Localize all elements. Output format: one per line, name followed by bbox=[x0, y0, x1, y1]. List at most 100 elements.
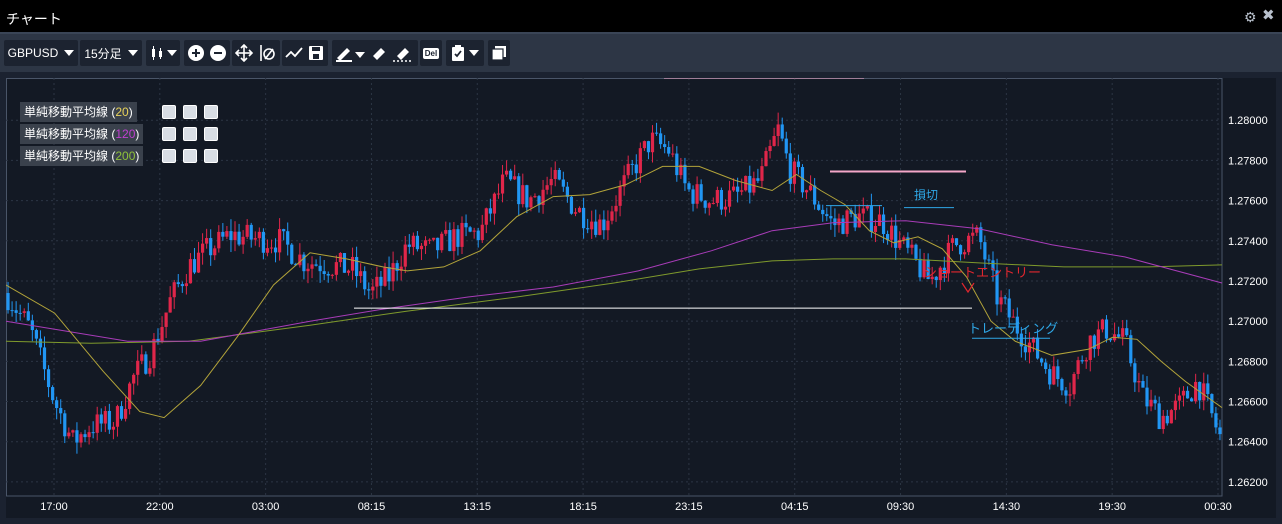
candle-body bbox=[784, 138, 788, 154]
timeframe-select[interactable]: 15分足 bbox=[80, 40, 142, 66]
move-icon[interactable] bbox=[235, 44, 254, 62]
candle-body bbox=[821, 209, 825, 215]
candle-body bbox=[115, 406, 120, 427]
candle-body bbox=[695, 184, 699, 204]
candle-body bbox=[723, 206, 728, 210]
candle-body bbox=[634, 164, 638, 174]
candle-body bbox=[1019, 333, 1023, 347]
gear-icon[interactable]: ⚙ bbox=[1244, 9, 1257, 25]
candle-body bbox=[237, 231, 241, 245]
delete-button[interactable]: Del bbox=[420, 40, 442, 66]
pen-icon[interactable] bbox=[336, 48, 352, 62]
close-icon[interactable] bbox=[204, 149, 218, 163]
candle-body bbox=[342, 253, 347, 273]
candle-body bbox=[1161, 415, 1165, 430]
y-tick-label: 1.27200 bbox=[1228, 276, 1268, 288]
reset-axis-icon[interactable] bbox=[260, 45, 275, 61]
candle-body bbox=[971, 232, 975, 236]
candle-body bbox=[330, 274, 334, 276]
candle-body bbox=[553, 170, 557, 179]
candle-body bbox=[1165, 415, 1169, 424]
candle-body bbox=[699, 184, 703, 201]
candle-body bbox=[967, 235, 971, 253]
x-tick-label: 00:30 bbox=[1204, 501, 1232, 513]
candle-body bbox=[950, 238, 955, 243]
chevron-down-icon[interactable] bbox=[355, 52, 365, 58]
trend-line-icon[interactable] bbox=[285, 47, 303, 58]
eraser-icon[interactable] bbox=[373, 48, 385, 60]
x-tick-label: 13:15 bbox=[464, 501, 492, 513]
price-chart[interactable]: 1.28000 1.27800 1.27600 1.27400 1.27200 1.270… bbox=[6, 78, 1276, 518]
entry-arrow bbox=[961, 282, 975, 294]
candle-body bbox=[577, 207, 582, 213]
candle-body bbox=[1027, 342, 1032, 353]
candle-body bbox=[132, 374, 136, 384]
candle-body bbox=[926, 259, 930, 280]
candle-body bbox=[638, 148, 642, 174]
close-icon[interactable]: ✖ bbox=[1262, 7, 1275, 24]
settings-icon[interactable] bbox=[162, 127, 176, 141]
candle-body bbox=[496, 193, 501, 195]
candle-body bbox=[1052, 366, 1056, 385]
candle-body bbox=[75, 430, 79, 443]
close-icon[interactable] bbox=[204, 105, 218, 119]
chart-type-select[interactable] bbox=[146, 40, 180, 66]
candle-body bbox=[1060, 379, 1064, 391]
candle-body bbox=[257, 231, 261, 239]
eye-icon[interactable] bbox=[183, 149, 197, 163]
candle-body bbox=[679, 164, 683, 176]
candle-body bbox=[598, 219, 602, 235]
candle-body bbox=[1117, 334, 1121, 337]
plot-border bbox=[6, 78, 1223, 497]
window-layout-button[interactable] bbox=[488, 40, 510, 66]
eye-icon[interactable] bbox=[183, 127, 197, 141]
chart-area[interactable]: 1.28000 1.27800 1.27600 1.27400 1.27200 1.270… bbox=[6, 78, 1276, 518]
settings-icon[interactable] bbox=[162, 149, 176, 163]
candle-body bbox=[1035, 337, 1040, 359]
candle-body bbox=[768, 145, 772, 152]
candle-body bbox=[460, 222, 464, 247]
zoom-out-icon[interactable] bbox=[210, 45, 226, 61]
settings-icon[interactable] bbox=[162, 105, 176, 119]
candle-body bbox=[192, 259, 197, 273]
chevron-down-icon bbox=[64, 50, 75, 56]
x-tick-label: 23:15 bbox=[675, 501, 703, 513]
candle-body bbox=[586, 228, 590, 230]
symbol-select[interactable]: GBPUSD bbox=[4, 40, 78, 66]
candle-body bbox=[1080, 360, 1084, 362]
candle-body bbox=[999, 297, 1003, 305]
candle-body bbox=[91, 432, 95, 434]
candle-body bbox=[1149, 399, 1153, 407]
candle-body bbox=[667, 147, 671, 154]
eye-icon[interactable] bbox=[183, 105, 197, 119]
candle-body bbox=[663, 144, 667, 148]
candle-body bbox=[1202, 383, 1206, 401]
candle-body bbox=[646, 141, 651, 153]
candle-body bbox=[837, 218, 841, 226]
close-icon[interactable] bbox=[204, 127, 218, 141]
candle-body bbox=[1104, 319, 1109, 339]
candle-body bbox=[415, 235, 420, 250]
candle-body bbox=[711, 202, 715, 204]
candle-body bbox=[622, 175, 626, 187]
candle-body bbox=[249, 224, 253, 240]
zoom-in-icon[interactable] bbox=[188, 45, 204, 61]
candle-body bbox=[419, 245, 424, 250]
candle-body bbox=[873, 225, 878, 232]
candle-body bbox=[813, 185, 817, 205]
eraser-all-icon[interactable] bbox=[393, 48, 411, 62]
candle-body bbox=[200, 243, 205, 253]
candle-body bbox=[350, 256, 355, 271]
candle-body bbox=[245, 224, 249, 237]
save-icon[interactable] bbox=[309, 46, 323, 60]
candle-body bbox=[671, 153, 675, 155]
candle-body bbox=[180, 284, 184, 287]
candle-body bbox=[168, 297, 172, 313]
candle-body bbox=[877, 214, 882, 226]
candle-body bbox=[1173, 400, 1177, 411]
candle-body bbox=[1084, 360, 1088, 362]
candle-body bbox=[594, 221, 598, 235]
order-select[interactable] bbox=[446, 40, 484, 66]
candle-body bbox=[233, 231, 237, 241]
candle-body bbox=[1044, 362, 1048, 370]
